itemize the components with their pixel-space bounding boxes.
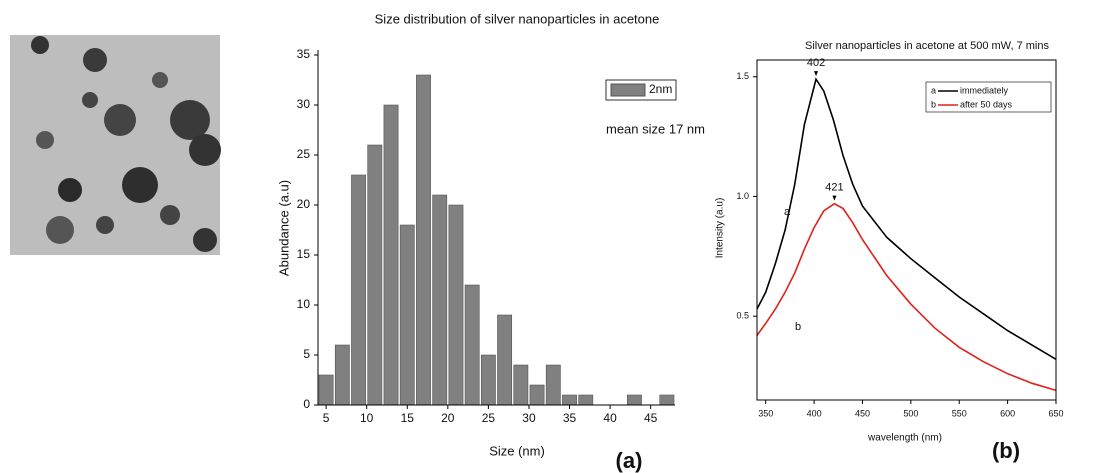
- y-tick-label: 1.5: [736, 71, 749, 81]
- bar: [368, 145, 382, 405]
- particle: [31, 36, 49, 54]
- bar: [335, 345, 349, 405]
- bar: [546, 365, 560, 405]
- bar: [562, 395, 576, 405]
- particle: [193, 228, 217, 252]
- bar: [384, 105, 398, 405]
- particle: [96, 216, 114, 234]
- bar: [498, 315, 512, 405]
- legend-swatch: [611, 84, 645, 96]
- curve-label: a: [784, 206, 791, 218]
- x-tick-label: 450: [855, 408, 870, 418]
- x-tick-label: 15: [401, 411, 415, 425]
- bar: [481, 355, 495, 405]
- particle: [170, 100, 210, 140]
- line: [757, 204, 1056, 391]
- chart-title: Size distribution of silver nanoparticle…: [375, 11, 660, 26]
- y-tick-label: 25: [297, 147, 311, 161]
- bar: [433, 195, 447, 405]
- x-tick-label: 350: [758, 408, 773, 418]
- figure: Size distribution of silver nanoparticle…: [0, 0, 1107, 473]
- particle: [122, 167, 158, 203]
- y-tick-label: 20: [297, 197, 311, 211]
- y-axis-label: Abundance (a.u): [276, 180, 291, 276]
- y-axis-label: Intensity (a.u): [715, 198, 726, 259]
- legend-key: a: [931, 85, 936, 95]
- x-tick-label: 10: [360, 411, 374, 425]
- x-tick-label: 600: [1000, 408, 1015, 418]
- y-tick-label: 5: [303, 347, 310, 361]
- bar: [530, 385, 544, 405]
- legend-key: b: [931, 99, 936, 109]
- y-tick-label: 0.5: [736, 311, 749, 321]
- particle: [104, 104, 136, 136]
- particle: [160, 205, 180, 225]
- bar: [416, 75, 430, 405]
- peak-label: 421: [825, 182, 843, 194]
- panel-label: (b): [992, 438, 1020, 463]
- particle: [189, 134, 221, 166]
- bar: [351, 175, 365, 405]
- y-tick-label: 1.0: [736, 191, 749, 201]
- x-tick-label: 30: [522, 411, 536, 425]
- bar: [660, 395, 674, 405]
- x-axis-label: Size (nm): [489, 443, 545, 458]
- particle: [82, 92, 98, 108]
- bar: [319, 375, 333, 405]
- particle: [58, 178, 82, 202]
- particle: [36, 131, 54, 149]
- peak-arrow: [832, 196, 836, 201]
- x-tick-label: 550: [952, 408, 967, 418]
- bar: [449, 205, 463, 405]
- annotation: mean size 17 nm: [606, 121, 705, 136]
- bar: [579, 395, 593, 405]
- curve-label: b: [795, 321, 801, 333]
- x-tick-label: 40: [603, 411, 617, 425]
- panel-label: (a): [616, 448, 643, 473]
- legend-label: after 50 days: [960, 99, 1013, 109]
- y-tick-label: 35: [297, 47, 311, 61]
- particle: [83, 48, 107, 72]
- peak-label: 402: [807, 57, 825, 69]
- x-tick-label: 20: [441, 411, 455, 425]
- x-tick-label: 45: [644, 411, 658, 425]
- bar: [627, 395, 641, 405]
- x-axis-label: wavelength (nm): [867, 433, 942, 444]
- bar: [400, 225, 414, 405]
- x-tick-label: 25: [482, 411, 496, 425]
- y-tick-label: 10: [297, 297, 311, 311]
- bar: [514, 365, 528, 405]
- particle: [152, 72, 168, 88]
- chart-title: Silver nanoparticles in acetone at 500 m…: [805, 40, 1049, 52]
- x-tick-label: 650: [1048, 408, 1063, 418]
- y-tick-label: 0: [303, 397, 310, 411]
- peak-arrow: [814, 71, 818, 76]
- plot-frame: [757, 60, 1056, 400]
- x-tick-label: 500: [903, 408, 918, 418]
- bar: [465, 285, 479, 405]
- y-tick-label: 30: [297, 97, 311, 111]
- legend-label: immediately: [960, 85, 1009, 95]
- line: [757, 79, 1056, 359]
- particle: [46, 216, 74, 244]
- x-tick-label: 35: [563, 411, 577, 425]
- legend-label: 2nm: [649, 82, 672, 96]
- tem-image: [10, 35, 221, 255]
- x-tick-label: 400: [807, 408, 822, 418]
- x-tick-label: 5: [323, 411, 330, 425]
- y-tick-label: 15: [297, 247, 311, 261]
